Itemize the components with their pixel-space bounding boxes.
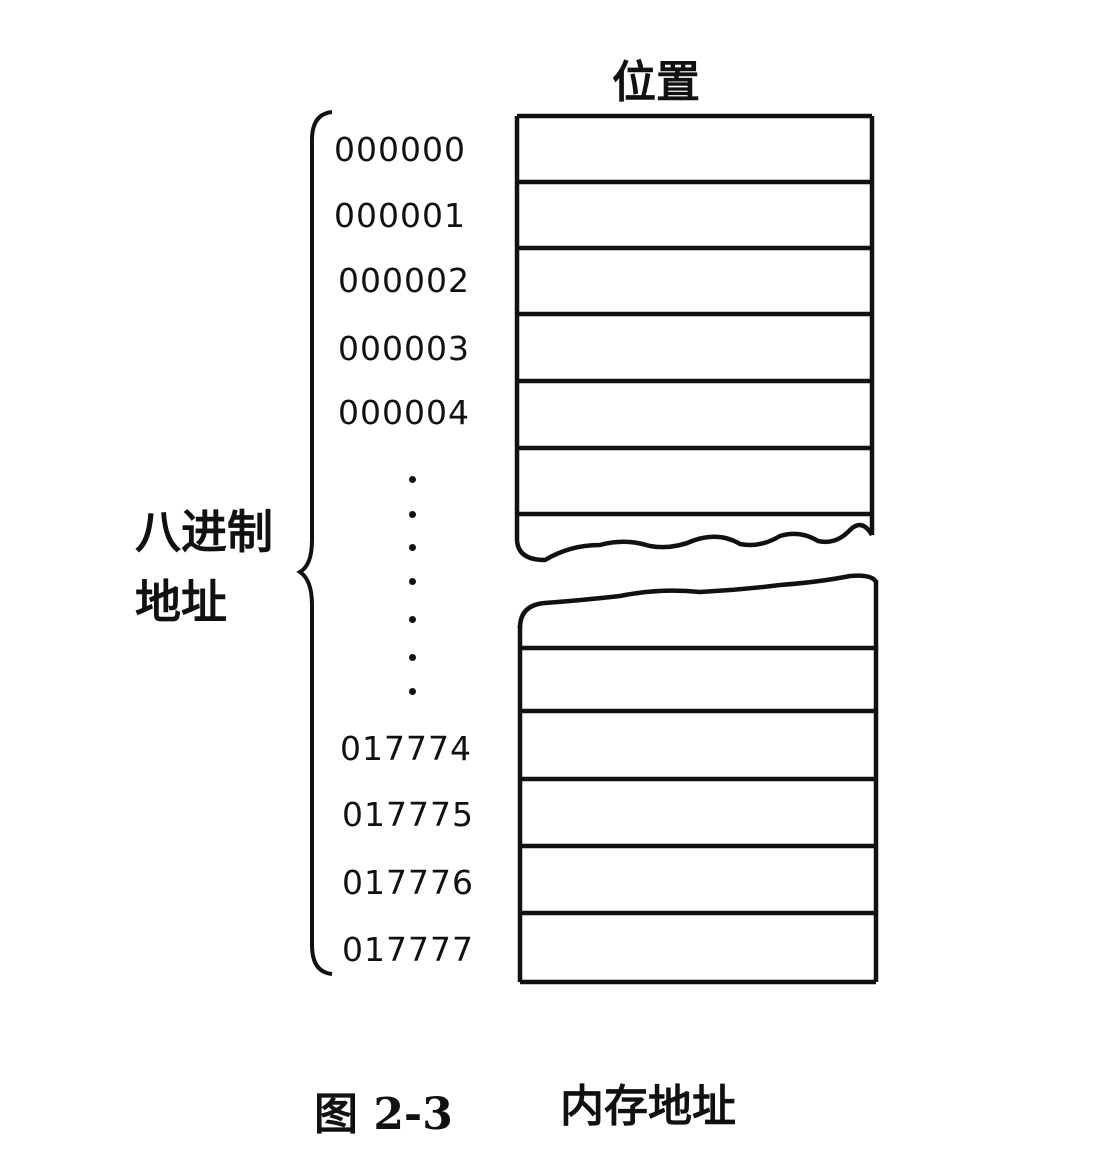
address-label: 017775 bbox=[342, 795, 474, 834]
address-label: 017774 bbox=[340, 729, 472, 768]
ellipsis-dot bbox=[409, 476, 416, 483]
address-label: 000001 bbox=[334, 196, 466, 235]
address-label: 017777 bbox=[342, 930, 474, 969]
side-label-line2: 地址 bbox=[135, 575, 227, 629]
ellipsis-dot bbox=[409, 544, 416, 551]
ellipsis-dot bbox=[409, 616, 416, 623]
ellipsis-dot bbox=[409, 578, 416, 585]
address-label: 000000 bbox=[334, 130, 466, 169]
memory-block-lower bbox=[517, 573, 879, 985]
address-label: 017776 bbox=[342, 863, 474, 902]
column-header: 位置 bbox=[612, 57, 700, 108]
ellipsis-dot bbox=[409, 511, 416, 518]
figure-number: 图 2-3 bbox=[314, 1089, 453, 1140]
figure-caption: 内存地址 bbox=[560, 1081, 736, 1132]
address-label: 000002 bbox=[338, 261, 470, 300]
memory-block-upper bbox=[514, 113, 875, 563]
address-label: 000003 bbox=[338, 329, 470, 368]
left-brace bbox=[296, 110, 333, 976]
address-label: 000004 bbox=[338, 393, 470, 432]
ellipsis-dot bbox=[409, 654, 416, 661]
torn-edge-lower bbox=[517, 573, 879, 629]
side-label-line1: 八进制 bbox=[135, 505, 273, 559]
torn-edge-upper bbox=[514, 522, 874, 563]
ellipsis-dot bbox=[409, 688, 416, 695]
